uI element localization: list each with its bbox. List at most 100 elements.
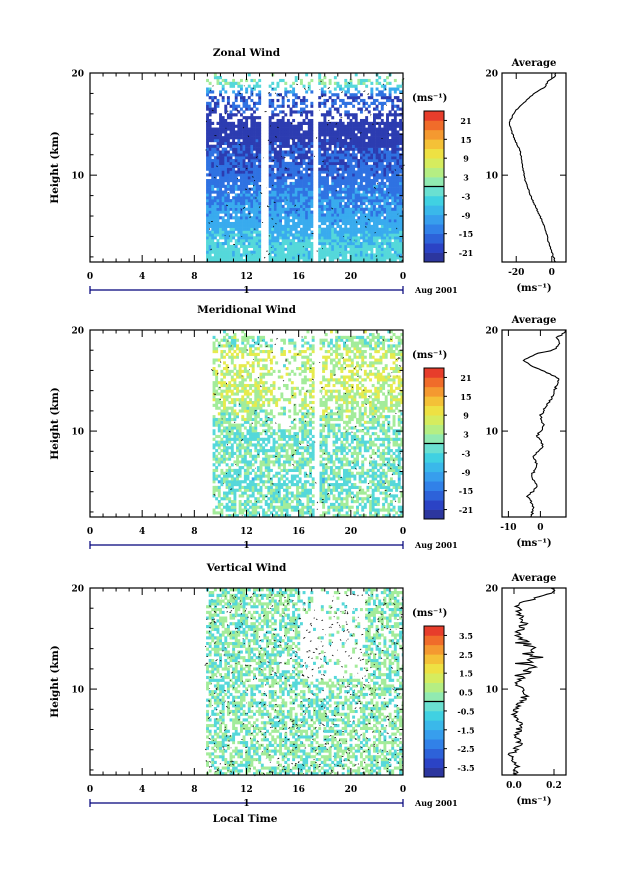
heatmap-cell [359,210,363,214]
heatmap-cell [271,156,275,160]
heatmap-cell [279,130,283,134]
heatmap-cell [251,511,255,515]
heatmap-cell [286,247,290,251]
heatmap-cell [386,118,389,123]
heatmap-cell [208,121,212,125]
heatmap-cell [268,196,272,200]
heatmap-cell [331,156,335,160]
heatmap-cell [264,415,268,419]
colorbar-swatch [424,195,444,206]
heatmap-cell [241,386,245,390]
heatmap-cell [396,230,400,234]
heatmap-cell [349,210,353,214]
heatmap-cell [273,219,277,223]
heatmap-cell [255,233,259,237]
heatmap-cell [226,241,230,246]
heatmap-cell [241,406,245,410]
heatmap-cell [365,244,369,248]
heatmap-cell [281,150,285,154]
heatmap-cell [365,233,369,237]
heatmap-cell [212,358,216,362]
heatmap-cell [267,460,271,464]
heatmap-cell [373,141,376,146]
heatmap-cell [320,236,324,240]
heatmap-cell [271,247,275,251]
heatmap-cell [258,207,262,211]
heatmap-cell [215,457,219,461]
heatmap-cell [206,104,209,108]
heatmap-cell [320,184,324,188]
heatmap-cell [378,207,382,211]
heatmap-cell [267,477,271,481]
heatmap-cell [336,247,340,251]
heatmap-cell [213,216,217,220]
heatmap-cell [247,136,251,140]
heatmap-cell [233,440,237,444]
heatmap-cell [258,247,262,251]
heatmap-cell [380,113,384,117]
heatmap-cell [273,184,277,188]
heatmap-cell [281,104,285,108]
heatmap-cell [281,250,285,254]
heatmap-cell [211,216,215,220]
heatmap-cell [318,236,322,240]
heatmap-cell [320,159,324,163]
heatmap-cell [256,335,260,339]
heatmap-cell [226,187,230,191]
heatmap-cell [380,173,384,177]
heatmap-cell [223,375,226,379]
heatmap-cell [273,221,277,226]
heatmap-cell [289,133,293,137]
heatmap-cell [279,219,283,223]
heatmap-cell [292,239,296,243]
heatmap-cell [339,213,343,217]
heatmap-cell [320,121,324,125]
heatmap-cell [232,216,236,220]
heatmap-cell [206,113,209,117]
heatmap-cell [206,207,209,211]
heatmap-cell [221,193,225,197]
heatmap-cell [373,244,376,248]
heatmap-cell [251,383,255,388]
heatmap-cell [373,167,376,171]
heatmap-cell [251,344,255,348]
heatmap-cell [320,124,324,128]
heatmap-cell [229,247,233,251]
heatmap-cell [289,224,293,228]
heatmap-cell [365,253,369,257]
heatmap-cell [223,494,226,498]
heatmap-cell [254,485,258,489]
heatmap-cell [215,511,219,515]
heatmap-cell [239,93,243,97]
heatmap-cell [294,184,298,188]
heatmap-cell [262,358,266,362]
heatmap-cell [333,221,337,226]
heatmap-cell [233,502,237,506]
heatmap-cell [292,256,296,260]
heatmap-cell [326,193,329,197]
heatmap-cell [276,113,280,117]
heatmap-cell [310,244,314,248]
heatmap-cell [357,193,361,197]
heatmap-cell [307,207,311,211]
heatmap-cell [362,256,366,260]
contour-segment [277,93,280,96]
heatmap-cell [362,253,366,257]
heatmap-cell [310,184,314,188]
heatmap-cell [375,187,379,191]
heatmap-cell [383,259,387,263]
heatmap-cell [380,219,384,223]
heatmap-cell [277,497,281,501]
heatmap-cell [216,81,220,85]
heatmap-cell [326,187,329,191]
heatmap-cell [367,230,371,234]
heatmap-cell [305,90,309,94]
heatmap-cell [375,173,379,177]
heatmap-cell [365,236,369,240]
heatmap-cell [344,230,348,234]
heatmap-cell [346,159,350,163]
heatmap-cell [399,181,402,186]
heatmap-cell [238,474,242,478]
heatmap-cell [208,167,212,171]
heatmap-cell [226,124,230,128]
